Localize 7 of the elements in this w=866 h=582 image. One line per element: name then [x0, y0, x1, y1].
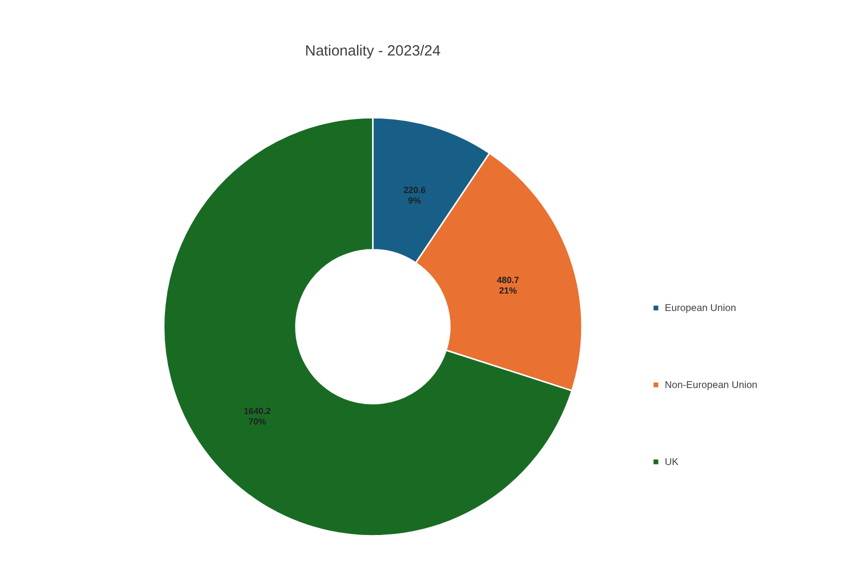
- data-label: 1640.2 70%: [244, 406, 271, 427]
- data-label: 480.7 21%: [496, 274, 520, 296]
- legend-label: European Union: [664, 302, 736, 314]
- chart-title: Nationality - 2023/24: [305, 43, 441, 60]
- legend-label: Non-European Union: [664, 380, 758, 391]
- legend-label: UK: [664, 456, 679, 468]
- data-label: 220.6 9%: [403, 184, 426, 206]
